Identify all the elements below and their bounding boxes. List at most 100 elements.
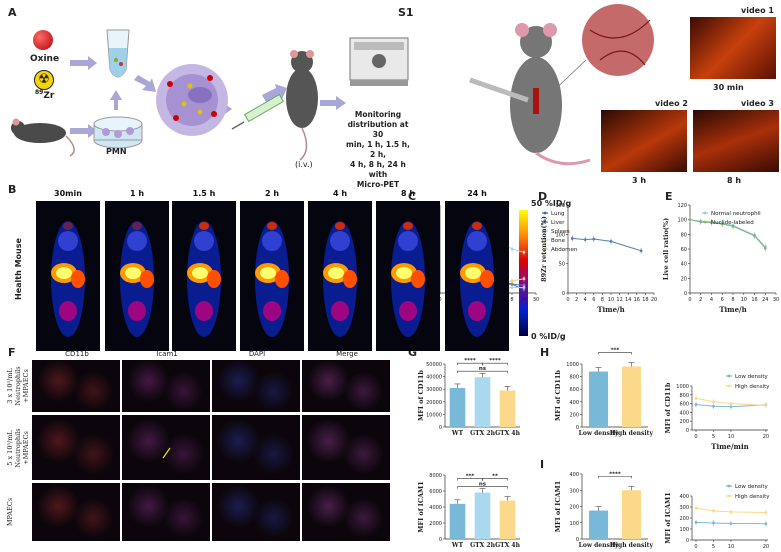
data-point [570, 237, 574, 240]
bar [588, 510, 609, 539]
f-column-label: Icam1 [156, 350, 178, 358]
video1-time: 30 min [713, 83, 744, 92]
y-tick-label: 50000 [426, 362, 442, 368]
x-tick-label: 4 [710, 297, 713, 303]
y-tick-label: 100 [555, 232, 565, 238]
y-tick-label: 1000 [676, 384, 689, 390]
category-label: GTX 4h [495, 542, 521, 549]
significance-label: ns [479, 482, 487, 488]
category-label: GTX 2h [470, 542, 496, 549]
panel-label-s1: S1 [398, 6, 414, 19]
y-tick-label: 4000 [429, 505, 442, 511]
mouse-standing-icon [286, 50, 318, 161]
monitoring-text: Monitoring distribution at 30 min, 1 h, … [343, 110, 413, 190]
x-tick-label: 16 [634, 297, 640, 303]
data-point [694, 396, 698, 400]
monitoring-line: 4 h, 8 h, 24 h with [350, 160, 406, 179]
legend-marker [727, 484, 731, 488]
oxine-label: Oxine [30, 54, 60, 64]
x-tick-label: 20 [763, 434, 769, 440]
x-tick-label: 18 [642, 297, 648, 303]
y-tick-label: 20000 [426, 400, 442, 406]
data-point [764, 403, 768, 407]
significance-label: **** [489, 358, 501, 364]
series-line [572, 237, 642, 252]
data-point [522, 250, 526, 254]
y-tick-label: 50 [559, 262, 565, 268]
y-tick-label: 0 [576, 425, 579, 431]
legend-entry: High density [735, 494, 770, 500]
y-tick-label: 80 [681, 232, 687, 238]
pet-image [376, 201, 440, 351]
significance-label: *** [611, 348, 620, 354]
video3-label: video 3 [741, 99, 774, 108]
y-axis-label: Live cell ratio(%) [662, 218, 670, 280]
legend-marker [543, 211, 547, 215]
series-line [695, 521, 766, 525]
y-tick-label: 2000 [429, 521, 442, 527]
x-tick-label: 30 [533, 297, 539, 303]
data-point [729, 405, 733, 409]
chart-h2: 0 200 400 600 800 1000 0 5 10 20 MFI of CD11b Time/… [664, 374, 770, 451]
y-axis-label: MFI of ICAM1 [554, 481, 562, 532]
data-point [688, 218, 692, 222]
legend-marker [727, 494, 731, 498]
y-axis-label: MFI of ICAM1 [417, 481, 425, 532]
y-tick-label: 200 [679, 516, 689, 522]
legend-entry: High density [735, 384, 770, 390]
video2-time: 3 h [632, 176, 647, 185]
microscopy-image [122, 415, 210, 480]
x-tick-label: 10 [728, 434, 734, 440]
monitoring-line: Monitoring [354, 110, 402, 119]
legend-marker [543, 220, 547, 224]
category-label: WT [451, 430, 464, 437]
chart-g2: 0 2000 4000 6000 8000 MFI of ICAM1 WT GTX 2h GTX… [417, 473, 521, 549]
data-point [710, 221, 713, 225]
y-tick-label: 600 [679, 402, 689, 408]
pet-image [240, 201, 304, 351]
x-tick-label: 8 [731, 297, 734, 303]
y-tick-label: 300 [679, 505, 689, 511]
x-tick-label: 5 [712, 434, 715, 440]
pet-image [172, 201, 236, 351]
x-tick-label: 20 [763, 544, 769, 550]
data-point [510, 247, 514, 251]
microscopy-image [302, 415, 390, 480]
x-tick-label: 8 [510, 297, 513, 303]
category-label: Low density [579, 430, 619, 437]
legend-entry: Liver [551, 220, 565, 226]
data-point [609, 239, 613, 243]
x-tick-label: 10 [741, 297, 747, 303]
x-tick-label: 2 [575, 297, 578, 303]
y-axis-label: MFI of CD11b [554, 370, 562, 421]
x-tick-label: 0 [694, 544, 697, 550]
video2-image [601, 110, 687, 172]
y-tick-label: 150 [555, 203, 565, 209]
y-tick-label: 400 [679, 494, 689, 500]
x-tick-label: 30 [773, 297, 779, 303]
panel-s1-drawing [469, 4, 654, 166]
data-point [510, 286, 514, 289]
icam1-arrow-icon [162, 447, 171, 459]
significance-label: **** [464, 358, 476, 364]
y-tick-label: 10000 [426, 412, 442, 418]
significance-bracket [598, 352, 632, 355]
y-tick-label: 120 [677, 203, 687, 209]
bar [449, 503, 466, 539]
x-tick-label: 0 [438, 297, 441, 303]
y-tick-label: 0 [686, 428, 689, 434]
y-tick-label: 0 [686, 538, 689, 544]
pet-time-label: 24 h [467, 189, 487, 198]
video2-label: video 2 [655, 99, 688, 108]
significance-bracket [482, 478, 508, 481]
category-label: High density [610, 430, 653, 437]
legend-entry: Normal neutrophil [711, 211, 761, 217]
category-label: High density [610, 542, 653, 549]
bar [621, 366, 642, 427]
zr-label: 89Zr [35, 89, 54, 101]
bar [499, 390, 516, 427]
y-tick-label: 40000 [426, 375, 442, 381]
